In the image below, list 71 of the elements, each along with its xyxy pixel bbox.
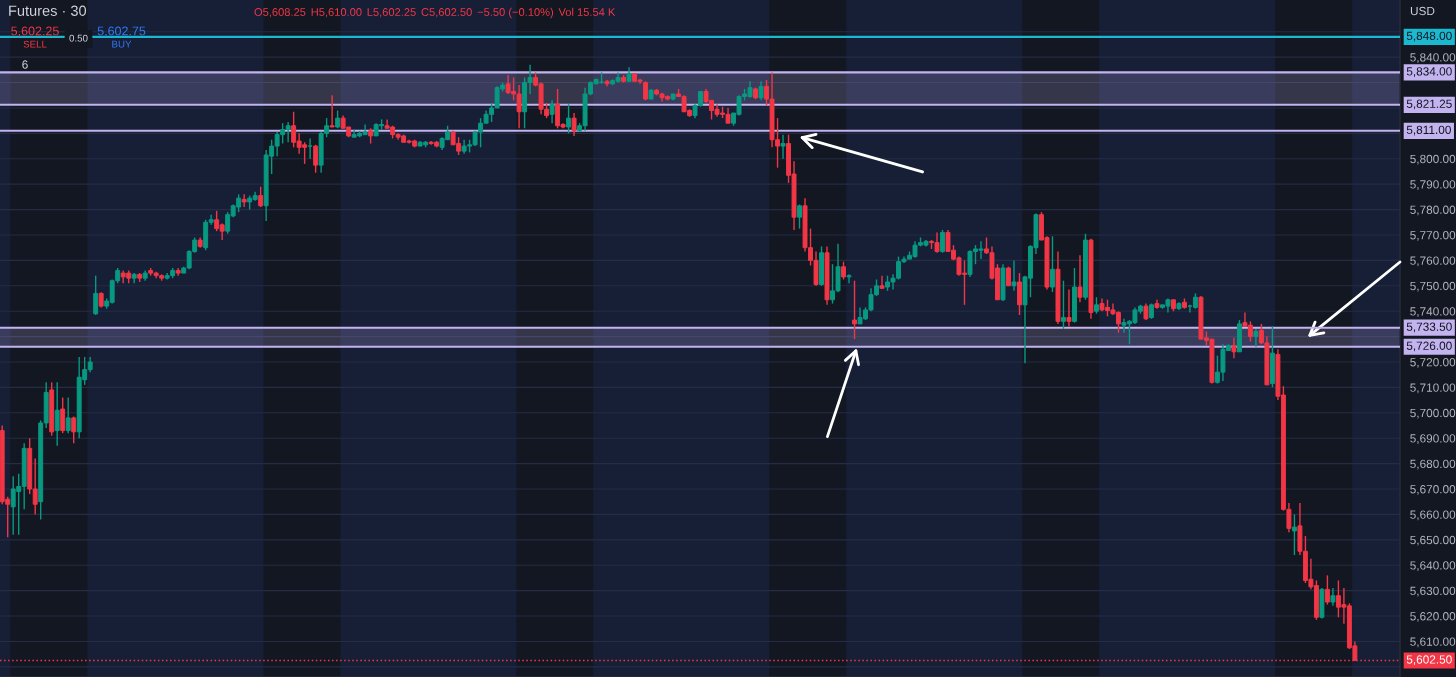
- annotation: 5,602.25: [11, 26, 59, 37]
- candlestick: [60, 396, 66, 434]
- y-tick-label: 5,700.00: [1410, 408, 1456, 419]
- candlestick: [258, 186, 264, 208]
- y-tick-label: 5,760.00: [1410, 256, 1456, 267]
- ref-line-label: 5,834.00: [1406, 67, 1452, 77]
- candlestick: [1061, 280, 1066, 330]
- y-tick-label: 5,840.00: [1410, 53, 1456, 63]
- candlestick: [329, 94, 335, 128]
- annotation: BUY: [112, 40, 132, 48]
- annotation: 5,602.75: [97, 26, 146, 37]
- ref-line-label: 5,811.00: [1406, 125, 1451, 136]
- candlestick: [313, 144, 319, 174]
- y-tick-label: 5,780.00: [1410, 205, 1456, 216]
- y-tick-label: 5,800.00: [1410, 154, 1456, 165]
- candlestick: [1324, 574, 1330, 606]
- ref-line-label: 5,848.00: [1406, 31, 1452, 42]
- candlestick: [571, 112, 577, 137]
- annotation: H5,610.00: [311, 8, 362, 18]
- candlestick: [797, 203, 802, 230]
- text: USD: [1410, 6, 1435, 16]
- candlestick: [1231, 337, 1237, 359]
- y-tick-label: 5,610.00: [1410, 637, 1456, 648]
- ref-line-label: 5,733.50: [1406, 322, 1452, 333]
- y-tick-label: 5,740.00: [1410, 307, 1456, 317]
- candlestick: [65, 396, 71, 434]
- candlestick: [93, 274, 99, 316]
- candlestick: [1077, 254, 1083, 303]
- annotation: −5.50 (−0.10%): [477, 7, 554, 19]
- candlestick: [1050, 235, 1055, 293]
- annotation: SELL: [23, 40, 47, 48]
- ref-line-label: 5,821.25: [1406, 99, 1452, 110]
- annotation: 6: [22, 60, 28, 69]
- candlestick: [549, 99, 555, 124]
- candlestick: [54, 381, 60, 447]
- candlestick: [879, 274, 885, 290]
- chart-title: Futures · 30: [9, 5, 87, 16]
- candlestick: [852, 280, 857, 340]
- candlestick: [1291, 513, 1297, 556]
- annotation: C5,602.50: [421, 8, 472, 18]
- y-tick-label: 5,690.00: [1410, 434, 1456, 444]
- annotation: L5,602.25: [367, 8, 416, 18]
- y-tick-label: 5,650.00: [1410, 535, 1456, 546]
- y-tick-label: 5,640.00: [1410, 561, 1456, 572]
- annotation: O5,608.25: [254, 8, 306, 18]
- y-tick-label: 5,750.00: [1410, 281, 1456, 292]
- candlestick: [241, 193, 247, 208]
- candlestick: [780, 133, 786, 160]
- y-tick-label: 5,630.00: [1410, 586, 1456, 597]
- candlestick: [1253, 328, 1259, 348]
- candlestick: [758, 80, 764, 102]
- candlestick: [1011, 259, 1017, 292]
- candlestick: [566, 103, 572, 135]
- y-tick-label: 5,720.00: [1410, 358, 1456, 368]
- ref-line-label: 5,602.50: [1406, 655, 1452, 666]
- candlestick: [1066, 288, 1072, 328]
- candlestick: [307, 137, 313, 160]
- candlestick: [1017, 272, 1022, 316]
- y-tick-label: 5,710.00: [1410, 383, 1456, 394]
- candlestick: [71, 415, 77, 444]
- y-tick-label: 5,790.00: [1410, 180, 1456, 190]
- annotation: Vol 15.54 K: [558, 7, 616, 16]
- ref-line-label: 5,726.00: [1406, 341, 1452, 352]
- y-tick-label: 5,620.00: [1410, 612, 1456, 622]
- candlestick: [846, 273, 852, 284]
- y-tick-label: 5,770.00: [1410, 231, 1456, 241]
- y-tick-label: 5,670.00: [1410, 485, 1456, 495]
- annotation: 0.50: [69, 34, 88, 42]
- y-tick-label: 5,660.00: [1410, 510, 1456, 521]
- y-tick-label: 5,680.00: [1410, 459, 1456, 470]
- candlestick: [940, 229, 945, 254]
